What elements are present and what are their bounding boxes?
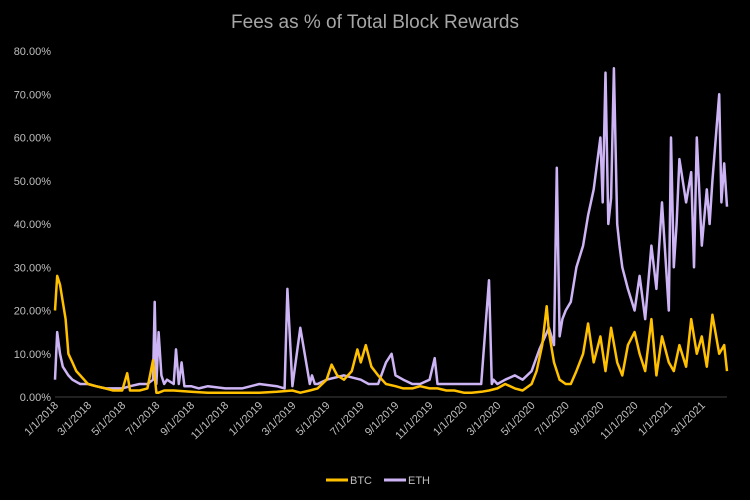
x-tick-label: 5/1/2020 xyxy=(499,400,538,439)
y-tick-label: 80.00% xyxy=(14,46,52,58)
y-tick-label: 60.00% xyxy=(14,133,52,145)
x-tick-label: 1/1/2021 xyxy=(636,400,675,439)
x-tick-label: 7/1/2018 xyxy=(124,400,163,439)
x-tick-label: 3/1/2019 xyxy=(260,400,299,439)
series-line-eth xyxy=(53,67,729,390)
x-tick-label: 7/1/2020 xyxy=(533,400,572,439)
y-axis: 0.00% 10.00% 20.00% 30.00% 40.00% 50.00% 60.00… xyxy=(14,46,52,404)
y-tick-label: 40.00% xyxy=(14,219,52,231)
legend: BTC ETH xyxy=(326,475,430,487)
plot-area xyxy=(53,67,729,394)
y-tick-label: 30.00% xyxy=(14,262,52,274)
x-tick-label: 1/1/2019 xyxy=(227,400,266,439)
y-tick-label: 0.00% xyxy=(20,392,51,404)
x-tick-label: 5/1/2019 xyxy=(294,400,333,439)
x-tick-label: 11/1/2020 xyxy=(598,400,641,443)
x-tick-label: 1/1/2020 xyxy=(431,400,470,439)
y-tick-label: 70.00% xyxy=(14,89,52,101)
x-tick-label: 3/1/2020 xyxy=(465,400,504,439)
chart-title: Fees as % of Total Block Rewards xyxy=(231,12,519,33)
x-tick-label: 1/1/2018 xyxy=(22,400,61,439)
series-line-btc xyxy=(53,274,729,394)
y-tick-label: 10.00% xyxy=(14,349,52,361)
legend-label-btc: BTC xyxy=(350,475,372,487)
x-axis: 1/1/20183/1/20185/1/20187/1/20189/1/2018… xyxy=(22,400,708,443)
y-tick-label: 50.00% xyxy=(14,176,52,188)
x-tick-label: 5/1/2018 xyxy=(90,400,129,439)
x-tick-label: 11/1/2018 xyxy=(189,400,232,443)
x-tick-label: 3/1/2021 xyxy=(669,400,708,439)
y-tick-label: 20.00% xyxy=(14,306,52,318)
legend-label-eth: ETH xyxy=(408,475,430,487)
x-tick-label: 3/1/2018 xyxy=(55,400,94,439)
x-tick-label: 7/1/2019 xyxy=(328,400,367,439)
x-tick-label: 11/1/2019 xyxy=(393,400,436,443)
